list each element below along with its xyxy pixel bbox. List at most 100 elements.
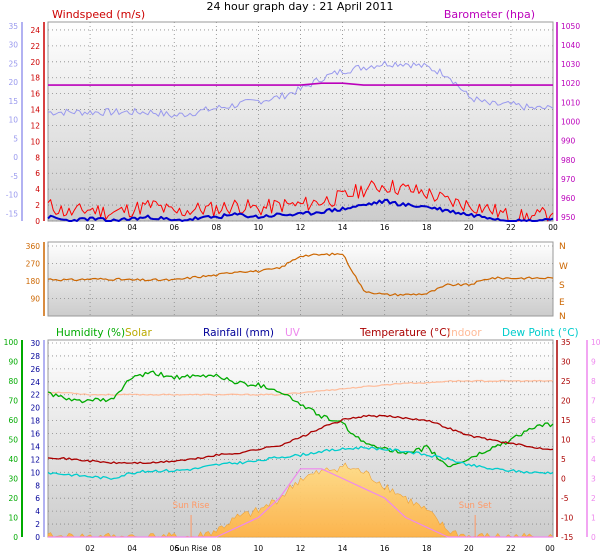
far-left-tick-label: -10 bbox=[6, 191, 18, 200]
rain-tick-label: 4 bbox=[35, 507, 40, 516]
compass-label: W bbox=[559, 262, 568, 272]
multi-x-tick-label: 12 bbox=[296, 544, 306, 553]
uv-tick-label: 5 bbox=[591, 436, 596, 445]
uv-tick-label: 10 bbox=[591, 338, 600, 347]
legend-entry: Humidity (%) bbox=[56, 327, 125, 339]
barometer-tick-label: 1050 bbox=[561, 22, 580, 31]
multi-x-tick-label: 18 bbox=[422, 544, 432, 553]
multi-x-tick-label: 08 bbox=[212, 544, 222, 553]
far-left-tick-label: 10 bbox=[8, 116, 18, 125]
rain-tick-label: 8 bbox=[35, 481, 40, 490]
barometer-tick-label: 980 bbox=[561, 156, 576, 165]
multi-x-tick-label: 20 bbox=[464, 544, 474, 553]
wind-x-tick-label: 14 bbox=[338, 223, 348, 232]
uv-tick-label: 2 bbox=[591, 494, 596, 503]
sun-rise-label: Sun Rise bbox=[173, 501, 210, 511]
uv-tick-label: 9 bbox=[591, 358, 596, 367]
legend-entry: Indoor bbox=[448, 327, 482, 339]
indoor-line-series bbox=[47, 379, 554, 396]
barometer-tick-label: 1030 bbox=[561, 60, 580, 69]
direction-tick-label: 180 bbox=[26, 277, 41, 286]
compass-label: N bbox=[559, 312, 566, 322]
humidity-tick-label: 30 bbox=[8, 475, 18, 484]
far-left-tick-label: 20 bbox=[8, 78, 18, 87]
barometer-tick-label: 960 bbox=[561, 194, 576, 203]
wind-x-tick-label: 20 bbox=[464, 223, 474, 232]
temp-tick-label: 25 bbox=[561, 377, 571, 386]
wind-x-tick-label: 10 bbox=[254, 223, 264, 232]
rain-tick-label: 10 bbox=[30, 468, 40, 477]
rain-tick-label: 20 bbox=[30, 404, 40, 413]
windspeed-tick-label: 14 bbox=[30, 106, 40, 115]
direction-tick-label: 270 bbox=[26, 260, 41, 269]
temp-tick-label: -10 bbox=[561, 514, 573, 523]
windspeed-tick-label: 22 bbox=[30, 42, 40, 51]
rain-tick-label: 14 bbox=[30, 442, 40, 451]
multi-x-tick-label: 16 bbox=[380, 544, 390, 553]
barometer-tick-label: 1020 bbox=[561, 79, 580, 88]
multi-x-tick-label: Sun Rise bbox=[175, 544, 208, 553]
temp-tick-label: 15 bbox=[561, 416, 571, 425]
sun-set-label: Sun Set bbox=[459, 501, 492, 511]
multi-x-tick-label: 04 bbox=[127, 544, 137, 553]
rain-tick-label: 6 bbox=[35, 494, 40, 503]
rain-tick-label: 16 bbox=[30, 430, 40, 439]
rain-tick-label: 22 bbox=[30, 391, 40, 400]
temp-tick-label: -15 bbox=[561, 533, 573, 542]
windspeed-tick-label: 0 bbox=[35, 217, 40, 226]
wind-x-tick-label: 06 bbox=[169, 223, 179, 232]
windspeed-tick-label: 10 bbox=[30, 137, 40, 146]
wind-x-tick-label: 22 bbox=[506, 223, 516, 232]
uv-tick-label: 8 bbox=[591, 377, 596, 386]
windspeed-tick-label: 4 bbox=[35, 185, 40, 194]
multi-x-tick-label: 06 bbox=[169, 544, 179, 553]
temp-tick-label: 30 bbox=[561, 358, 571, 367]
compass-label: S bbox=[559, 281, 565, 291]
wind-x-tick-label: 16 bbox=[380, 223, 390, 232]
windspeed-axis-label: Windspeed (m/s) bbox=[52, 8, 145, 21]
rain-tick-label: 28 bbox=[30, 352, 40, 361]
wind-panel-background bbox=[47, 21, 554, 222]
chart-title: 24 hour graph day : 21 April 2011 bbox=[207, 0, 394, 13]
windspeed-tick-label: 20 bbox=[30, 58, 40, 67]
rain-tick-label: 12 bbox=[30, 455, 40, 464]
uv-line-series bbox=[48, 468, 553, 538]
multi-x-tick-label: 22 bbox=[506, 544, 516, 553]
legend-entry: Dew Point (°C) bbox=[502, 327, 579, 339]
barometer-tick-label: 1040 bbox=[561, 41, 580, 50]
uv-tick-label: 0 bbox=[591, 533, 596, 542]
rain-tick-label: 0 bbox=[35, 533, 40, 542]
temp-tick-label: 35 bbox=[561, 338, 571, 347]
windspeed-tick-label: 16 bbox=[30, 90, 40, 99]
far-left-tick-label: 30 bbox=[8, 41, 18, 50]
barometer-tick-label: 1000 bbox=[561, 118, 580, 127]
temp-tick-label: -5 bbox=[561, 494, 569, 503]
wind-x-tick-label: 02 bbox=[85, 223, 95, 232]
wind-x-tick-label: 12 bbox=[296, 223, 306, 232]
humidity-tick-label: 80 bbox=[8, 377, 18, 386]
legend-entry: Temperature (°C) bbox=[359, 327, 451, 339]
barometer-tick-label: 950 bbox=[561, 213, 576, 222]
windspeed-tick-label: 8 bbox=[35, 153, 40, 162]
humidity-tick-label: 100 bbox=[4, 338, 19, 347]
humidity-tick-label: 50 bbox=[8, 436, 18, 445]
uv-tick-label: 3 bbox=[591, 475, 596, 484]
multi-x-tick-label: 14 bbox=[338, 544, 348, 553]
direction-tick-label: 90 bbox=[30, 295, 40, 304]
barometer-tick-label: 990 bbox=[561, 137, 576, 146]
far-left-tick-label: 5 bbox=[13, 134, 18, 143]
dewpoint-line-series bbox=[47, 445, 554, 480]
humidity-tick-label: 10 bbox=[8, 514, 18, 523]
humidity-tick-label: 60 bbox=[8, 416, 18, 425]
humidity-tick-label: 40 bbox=[8, 455, 18, 464]
legend-entry: Solar bbox=[125, 327, 152, 339]
multi-x-tick-label: 00 bbox=[545, 544, 555, 553]
rain-tick-label: 30 bbox=[30, 339, 40, 348]
uv-tick-label: 1 bbox=[591, 514, 596, 523]
compass-label: N bbox=[559, 242, 566, 252]
windspeed-tick-label: 24 bbox=[30, 26, 40, 35]
wind-x-tick-label: 04 bbox=[127, 223, 137, 232]
rain-tick-label: 18 bbox=[30, 417, 40, 426]
barometer-tick-label: 1010 bbox=[561, 98, 580, 107]
